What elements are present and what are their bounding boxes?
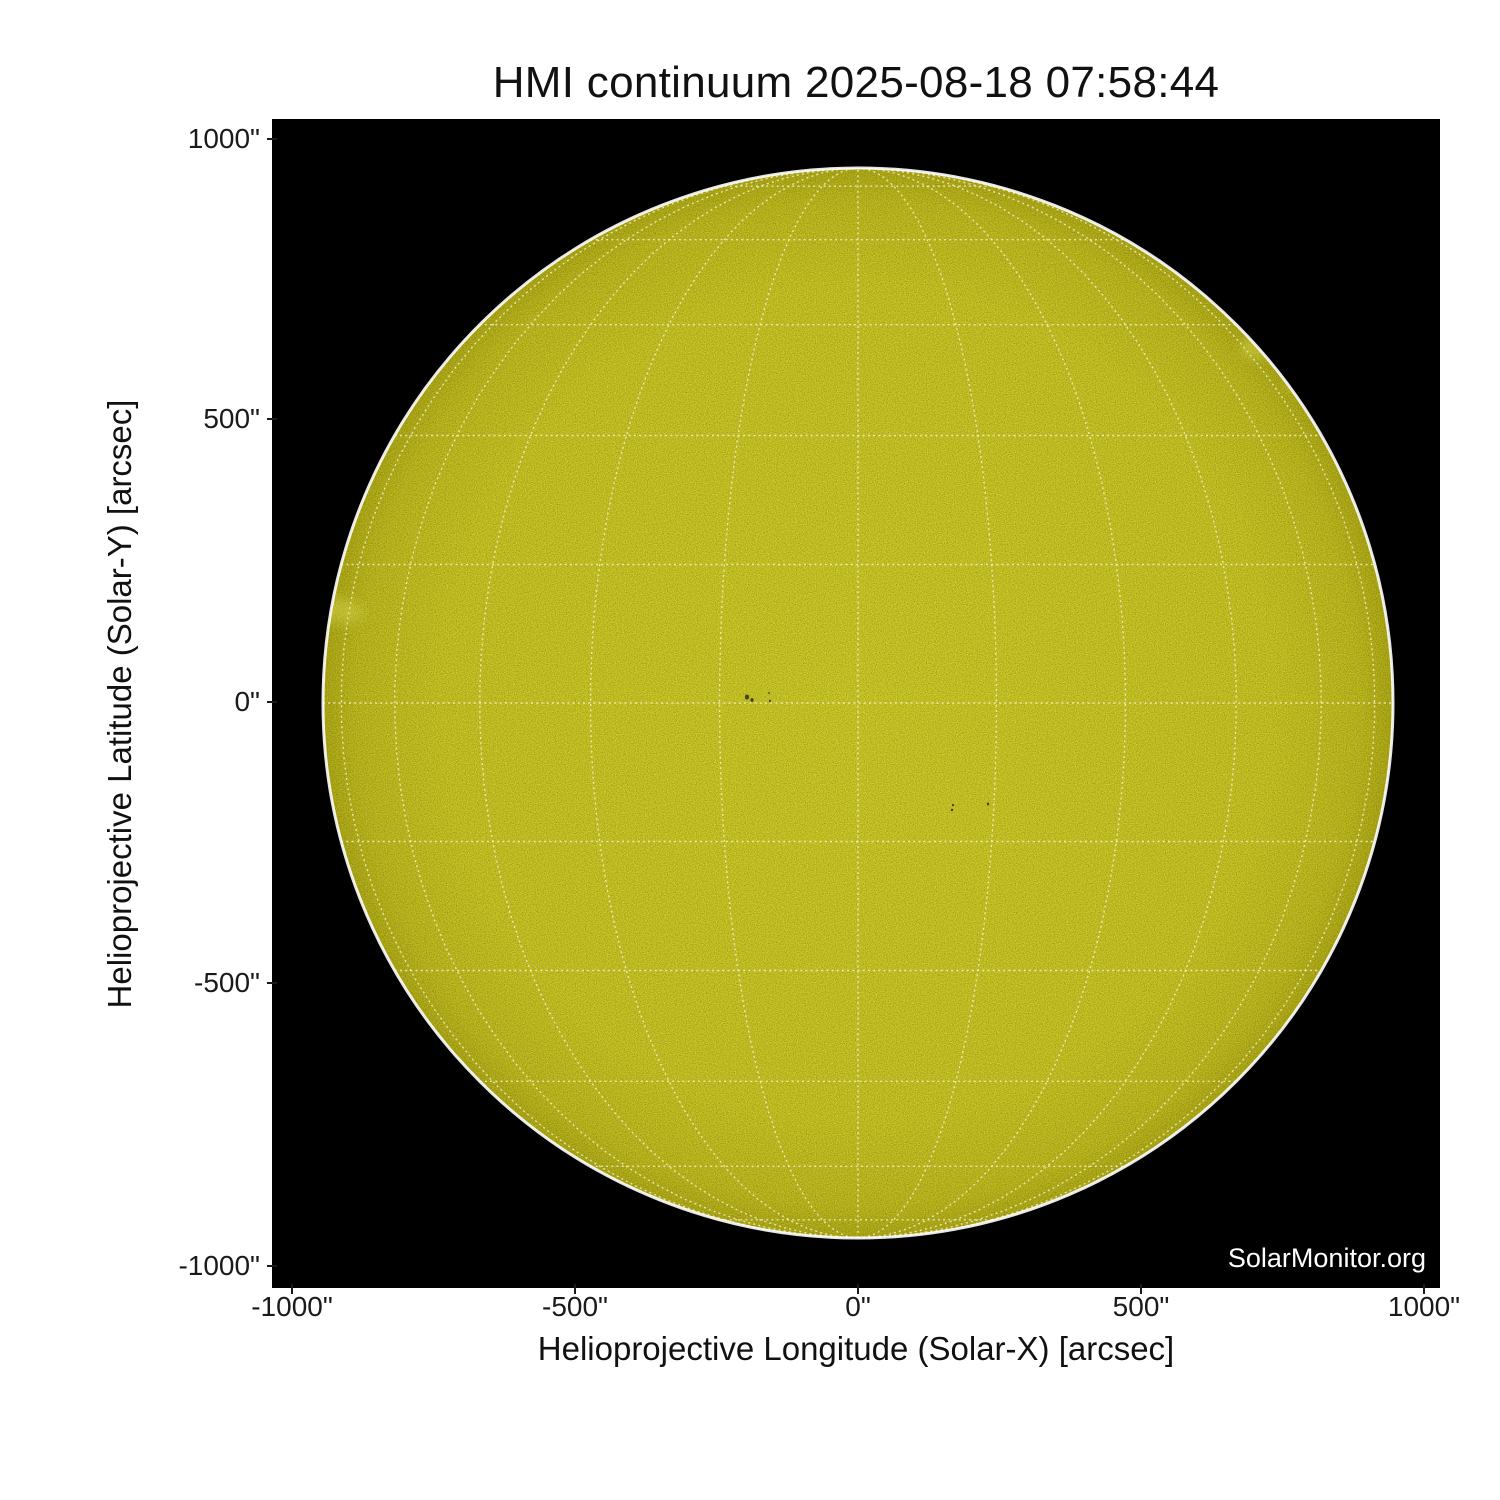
svg-text:SolarMonitor.org: SolarMonitor.org xyxy=(1228,1243,1426,1273)
